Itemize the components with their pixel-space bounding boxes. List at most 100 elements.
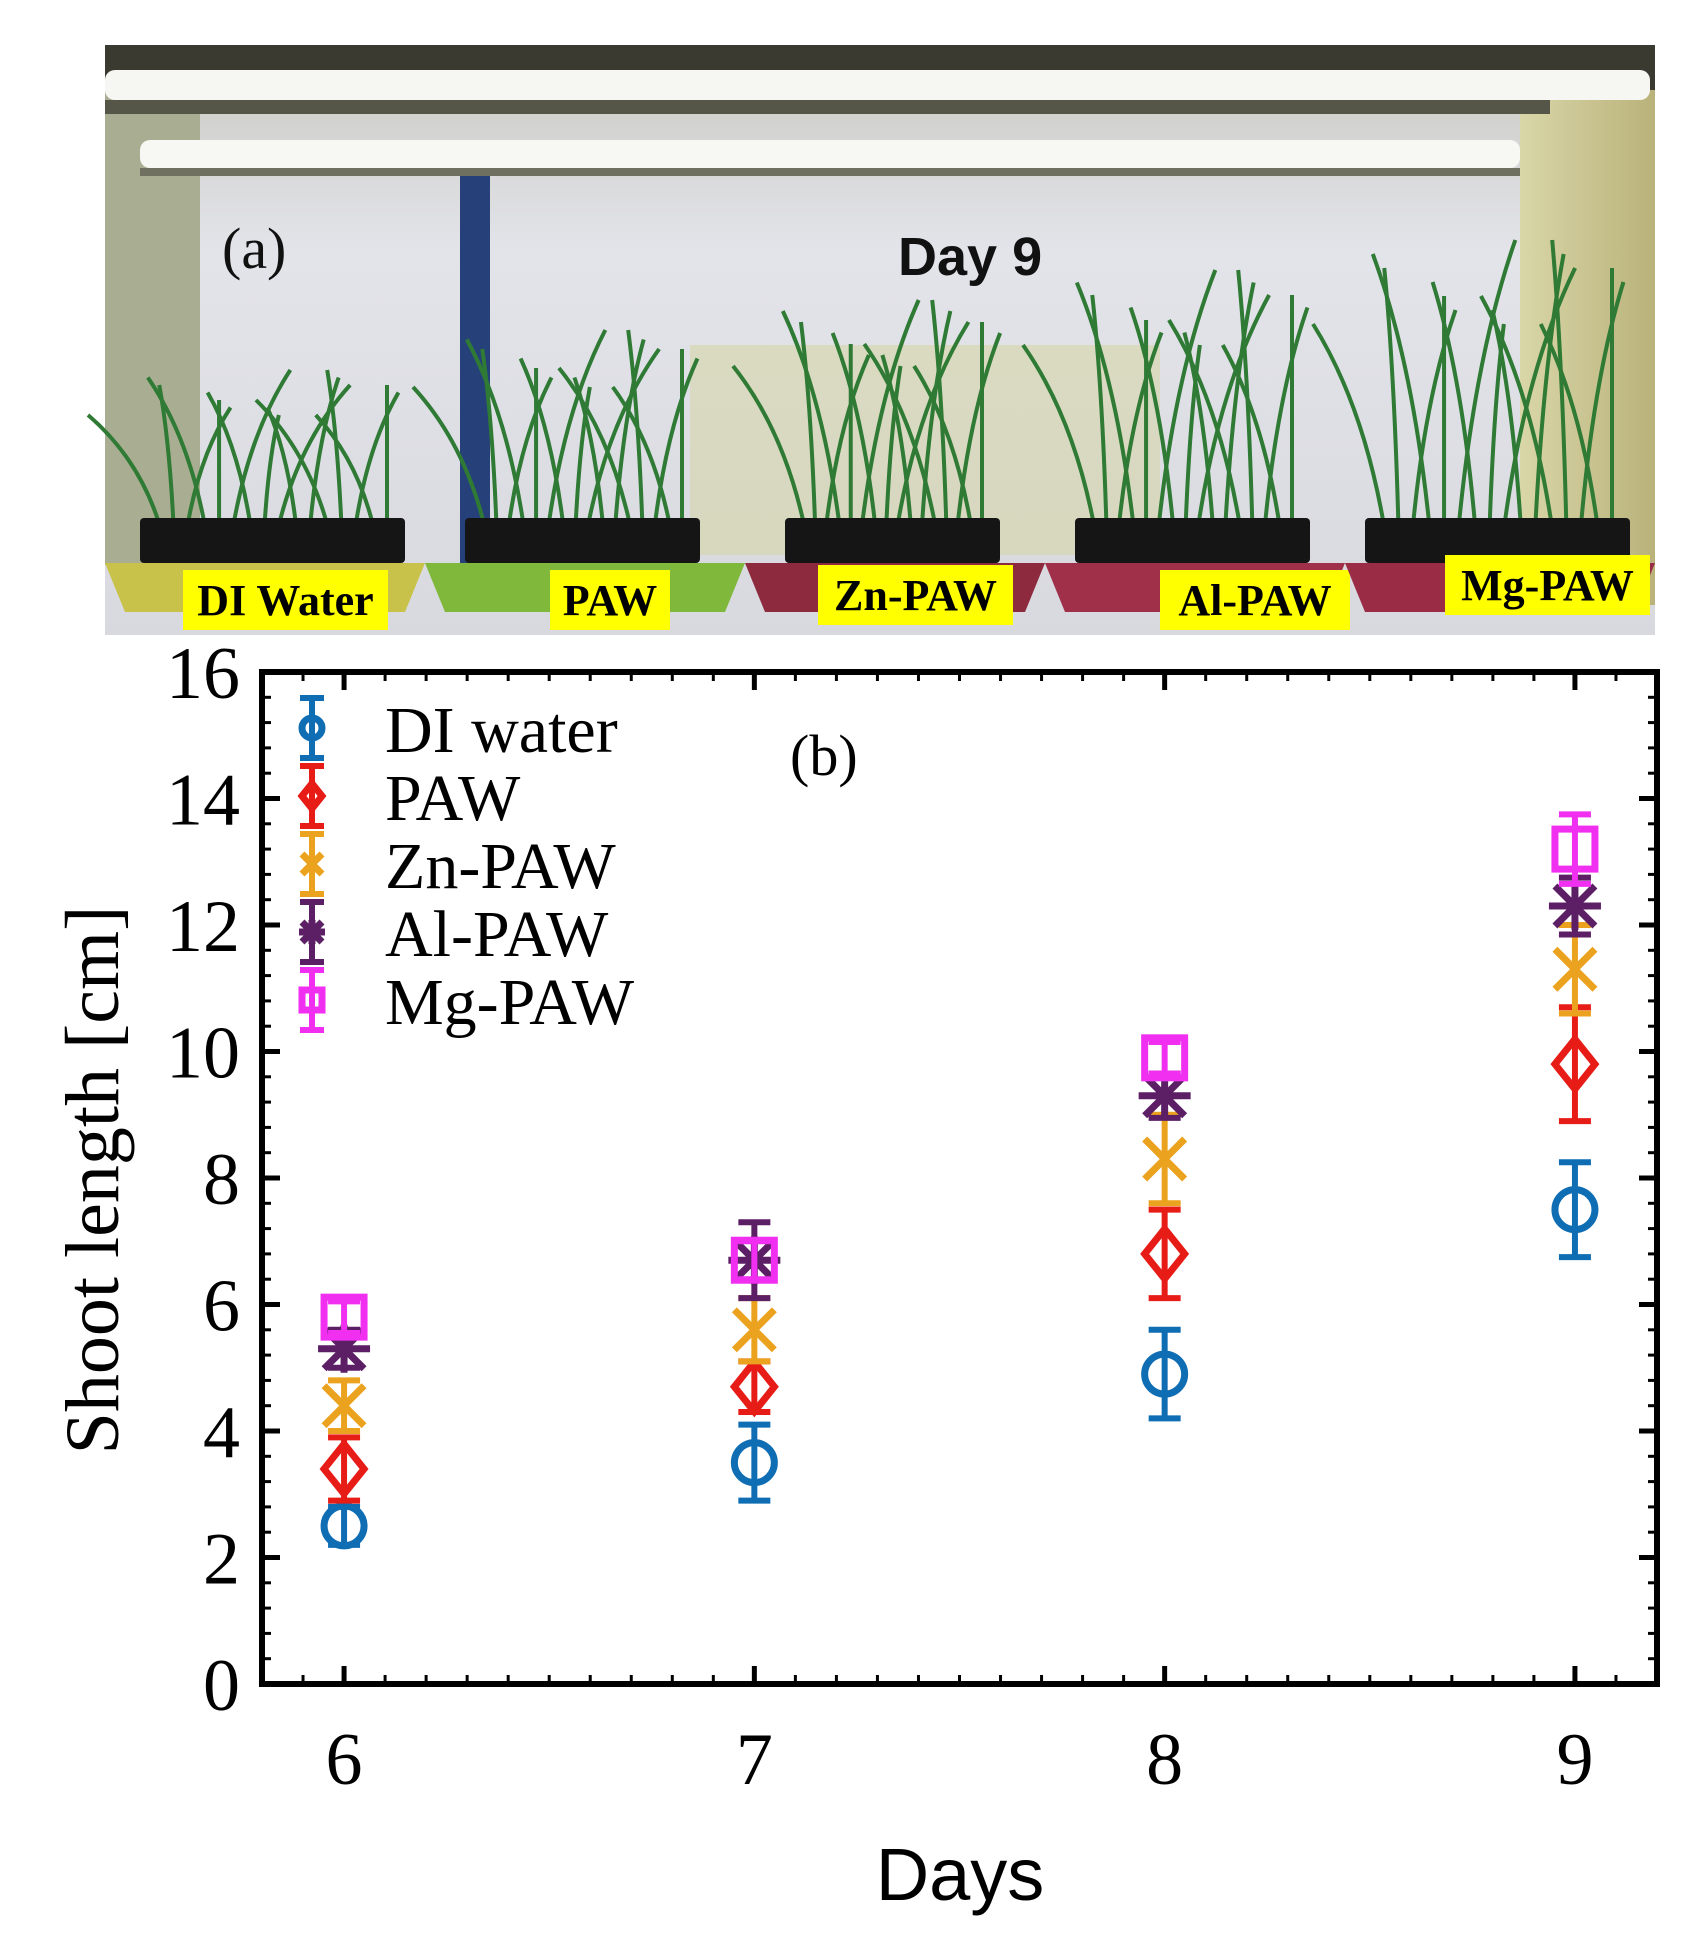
seedling-leaf xyxy=(573,386,592,521)
seedling-leaf xyxy=(1090,294,1109,521)
seedling-leaf xyxy=(956,332,1002,521)
seedling-leaf xyxy=(884,365,903,521)
x-axis-label: Days xyxy=(876,1833,1045,1916)
data-point xyxy=(1141,1034,1189,1082)
tray-label-background xyxy=(1160,570,1350,630)
seedling-leaf xyxy=(611,385,671,521)
pot xyxy=(1075,518,1310,563)
pot xyxy=(465,518,700,563)
seedling-leaf xyxy=(1074,281,1135,521)
y-tick-label: 10 xyxy=(166,1013,240,1095)
data-point xyxy=(1551,1186,1599,1234)
seedling-leaf xyxy=(912,364,973,521)
series-mg-paw xyxy=(320,811,1599,1341)
seedling-leaf xyxy=(860,299,921,521)
data-point xyxy=(1138,1071,1191,1120)
tray-label: Mg-PAW xyxy=(1461,561,1634,610)
data-point xyxy=(731,1307,777,1353)
seedling-leaf xyxy=(1503,267,1577,521)
tray-label: Zn-PAW xyxy=(834,571,997,620)
tray-label: DI Water xyxy=(197,576,373,625)
seedling-leaf xyxy=(232,368,293,521)
data-point xyxy=(730,1236,778,1284)
legend-marker xyxy=(298,714,326,742)
seedling-leaf xyxy=(1157,269,1218,521)
seedling-leaf xyxy=(1220,344,1281,521)
seedling-leaf xyxy=(653,357,700,521)
y-tick-label: 0 xyxy=(203,1645,240,1727)
legend-marker xyxy=(298,986,326,1014)
seedling-leaf xyxy=(1538,323,1599,521)
seedling-leaf xyxy=(1183,344,1202,521)
seedling-leaf xyxy=(547,329,608,521)
series-al-paw xyxy=(318,874,1601,1373)
data-point xyxy=(729,1356,779,1418)
x-axis-ticks: 6 7 8 9 xyxy=(326,672,1593,1801)
seedling-leaf xyxy=(1370,253,1431,521)
seedling-leaf xyxy=(613,338,646,521)
day-label: Day 9 xyxy=(898,227,1042,287)
data-series xyxy=(318,811,1601,1550)
grow-light-tubes xyxy=(105,70,1650,176)
y-tick-label: 4 xyxy=(203,1392,240,1474)
seedling-leaf xyxy=(1263,306,1310,521)
legend-label: PAW xyxy=(385,762,521,835)
y-tick-label: 2 xyxy=(203,1519,240,1601)
seedling-leaf xyxy=(314,413,374,521)
panel-b-label: (b) xyxy=(790,723,858,788)
seedling-leaf xyxy=(1236,269,1255,521)
pot xyxy=(1365,518,1630,563)
seedling-leaf xyxy=(1430,281,1477,521)
series-paw xyxy=(319,1004,1600,1504)
pot xyxy=(785,518,1000,563)
seedling-leaf xyxy=(518,357,565,521)
seedling-leaf xyxy=(1579,281,1626,521)
tray-label-background xyxy=(1445,555,1650,615)
legend-marker xyxy=(299,851,325,877)
seedling-leaf xyxy=(1533,253,1566,521)
y-tick-label: 12 xyxy=(166,886,240,968)
seedling-leaf xyxy=(254,398,328,521)
seedling-leaf xyxy=(1479,295,1553,521)
x-tick-label: 7 xyxy=(736,1719,773,1801)
seedling-leaf xyxy=(308,376,341,521)
data-point xyxy=(1548,882,1601,931)
data-point xyxy=(1552,946,1598,992)
seedling-leaf xyxy=(798,321,817,521)
tray-label-background xyxy=(550,570,670,630)
seedling-leaf xyxy=(1167,318,1241,521)
data-point xyxy=(321,1383,367,1429)
photo-panel: DI Water PAW Zn-PAW Al-PAW Mg-PAW (a) Day 9 xyxy=(86,45,1655,635)
legend-label: Zn-PAW xyxy=(385,830,616,903)
tray-label-background xyxy=(183,570,388,630)
series-di-water xyxy=(320,1159,1599,1550)
seedling-leaf xyxy=(824,354,871,521)
data-point xyxy=(1142,1136,1188,1182)
seedling-leaf xyxy=(86,413,160,521)
y-tick-label: 8 xyxy=(203,1139,240,1221)
tray-label-background xyxy=(818,565,1013,625)
seedling-leaf xyxy=(465,338,525,521)
seedling-leaf xyxy=(1197,294,1271,521)
plant-pots xyxy=(140,518,1630,563)
trays: DI Water PAW Zn-PAW Al-PAW Mg-PAW xyxy=(105,555,1655,630)
y-tick-label: 14 xyxy=(166,760,240,842)
seedling-leaf xyxy=(278,383,352,521)
legend-label: DI water xyxy=(385,694,618,767)
seedling-leaf xyxy=(896,320,971,521)
data-point xyxy=(1550,1033,1600,1095)
tray-label: Al-PAW xyxy=(1178,576,1331,625)
data-point xyxy=(320,1293,368,1341)
seedling-leaf xyxy=(830,332,877,521)
pot xyxy=(140,518,405,563)
data-point xyxy=(1141,1350,1189,1398)
data-point xyxy=(320,1502,368,1550)
seedling-leaf xyxy=(862,342,937,521)
seedling-leaf xyxy=(587,347,661,521)
y-axis-label: Shoot length [cm] xyxy=(51,906,135,1455)
seedling-leaf xyxy=(411,385,485,521)
data-point xyxy=(1140,1223,1190,1285)
seedling-leaf xyxy=(880,354,913,521)
